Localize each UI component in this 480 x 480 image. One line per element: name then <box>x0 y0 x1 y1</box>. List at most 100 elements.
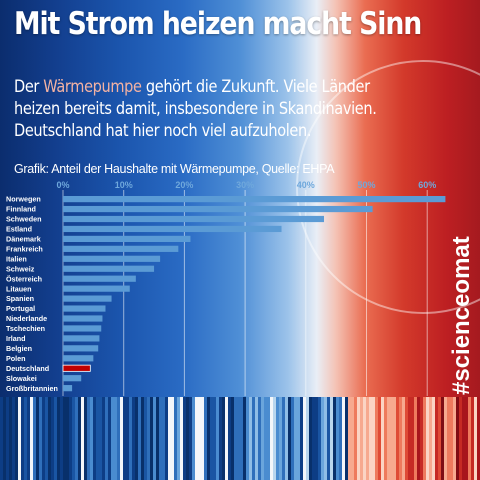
stripe <box>159 397 163 480</box>
bar <box>63 245 179 252</box>
stripe <box>153 397 157 480</box>
x-tick-label: 40% <box>297 180 315 190</box>
stripe <box>96 397 100 480</box>
stripe <box>309 397 313 480</box>
stripe <box>132 397 136 480</box>
bar <box>63 315 103 322</box>
stripe <box>267 397 271 480</box>
stripe <box>231 397 235 480</box>
stripe <box>141 397 145 480</box>
stripe <box>3 397 7 480</box>
stripe <box>93 397 97 480</box>
stripe <box>18 397 22 480</box>
stripe <box>36 397 40 480</box>
bar <box>63 196 446 203</box>
bar <box>63 225 282 233</box>
stripe <box>429 397 433 480</box>
stripe <box>225 397 229 480</box>
stripe <box>411 397 415 480</box>
stripe <box>237 397 241 480</box>
stripe <box>246 397 250 480</box>
category-label: Niederlande <box>6 314 47 323</box>
stripe <box>252 397 256 480</box>
stripe <box>45 397 49 480</box>
bar <box>63 385 73 392</box>
stripe <box>462 397 466 480</box>
stripe <box>156 397 160 480</box>
stripe <box>72 397 76 480</box>
stripe <box>177 397 181 480</box>
stripe <box>57 397 61 480</box>
stripe <box>6 397 10 480</box>
bar <box>63 355 94 362</box>
bar <box>63 235 191 242</box>
stripe <box>327 397 331 480</box>
stripe <box>249 397 253 480</box>
stripe <box>90 397 94 480</box>
bar-chart: 0% 10% 20% 30% 40% 50% 60%NorwegenFinnlandSchw… <box>6 180 446 396</box>
stripe <box>375 397 379 480</box>
stripe <box>396 397 400 480</box>
stripe <box>126 397 130 480</box>
intro-text: Der Wärmepumpe gehört die Zukunft. Viele… <box>14 76 392 142</box>
stripe <box>294 397 298 480</box>
bar <box>63 335 100 342</box>
intro-text-end: gehört die Zukunft. Viele Länder heizen … <box>14 77 377 140</box>
bar <box>63 305 106 312</box>
bar <box>63 215 325 223</box>
stripe <box>297 397 301 480</box>
stripe <box>186 397 190 480</box>
stripe <box>336 397 340 480</box>
stripe <box>354 397 358 480</box>
stripe <box>12 397 16 480</box>
stripe <box>21 397 25 480</box>
stripe <box>315 397 319 480</box>
category-label: Frankreich <box>6 244 43 253</box>
stripe <box>288 397 292 480</box>
stripe <box>258 397 262 480</box>
stripe <box>405 397 409 480</box>
stripe <box>444 397 448 480</box>
stripe <box>0 397 4 480</box>
stripe <box>15 397 19 480</box>
stripe <box>75 397 79 480</box>
x-tick-label: 0% <box>56 180 69 190</box>
stripe <box>378 397 382 480</box>
stripe <box>339 397 343 480</box>
page-title: Mit Strom heizen macht Sinn <box>14 6 422 42</box>
stripe <box>201 397 205 480</box>
category-label: Tschechien <box>6 324 45 333</box>
stripe <box>180 397 184 480</box>
stripe <box>210 397 214 480</box>
stripe <box>372 397 376 480</box>
stripe <box>66 397 70 480</box>
category-label: Dänemark <box>6 235 41 244</box>
category-label: Finnland <box>6 205 36 214</box>
stripe <box>471 397 475 480</box>
stripe <box>54 397 58 480</box>
stripe <box>324 397 328 480</box>
bar <box>63 345 99 352</box>
stripe <box>150 397 154 480</box>
stripe <box>432 397 436 480</box>
stripe <box>312 397 316 480</box>
category-label: Litauen <box>6 284 32 293</box>
stripe <box>9 397 13 480</box>
stripe <box>240 397 244 480</box>
x-tick-label: 30% <box>236 180 254 190</box>
stripe <box>255 397 259 480</box>
category-label: Estland <box>6 225 32 234</box>
warming-stripes <box>0 397 480 480</box>
stripe <box>114 397 118 480</box>
stripe <box>417 397 421 480</box>
stripe <box>321 397 325 480</box>
stripe <box>450 397 454 480</box>
stripe <box>447 397 451 480</box>
bar <box>63 205 373 213</box>
category-label: Irland <box>6 334 26 343</box>
stripe <box>105 397 109 480</box>
stripe <box>204 397 208 480</box>
stripe <box>282 397 286 480</box>
stripe <box>276 397 280 480</box>
